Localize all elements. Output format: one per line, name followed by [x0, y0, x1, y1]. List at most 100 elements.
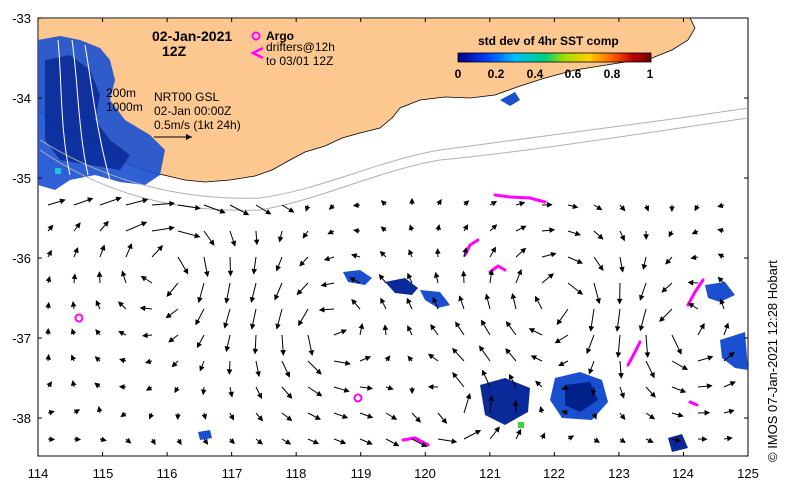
current-vector-head — [140, 275, 147, 282]
current-vector-head — [142, 197, 149, 204]
lat-tick-label: -37 — [12, 331, 31, 346]
current-vector-head — [408, 249, 414, 256]
current-vector-head — [452, 347, 458, 354]
current-vector-head — [455, 321, 461, 328]
current-vector-head — [717, 202, 724, 209]
current-vector-head — [286, 415, 293, 422]
current-vector-head — [407, 325, 413, 332]
current-vector-head — [349, 277, 356, 283]
current-vector-head — [554, 337, 561, 344]
lon-tick-label: 121 — [479, 466, 501, 481]
drifter-track — [493, 193, 547, 204]
current-vector-head — [119, 357, 126, 364]
current-vector-head — [96, 405, 103, 413]
current-vector-head — [462, 224, 469, 231]
drifter-legend-icon — [250, 46, 264, 60]
colorbar-tick: 0.2 — [488, 67, 505, 81]
current-vector-head — [141, 332, 148, 339]
current-vector-head — [462, 247, 468, 254]
current-vector-head — [380, 226, 387, 233]
current-vector-head — [257, 415, 264, 422]
current-vector-head — [699, 323, 705, 330]
drifter-legend-line1: drifters@12h — [266, 40, 335, 54]
current-vector-head — [441, 417, 448, 424]
sst-patch-b — [385, 278, 418, 295]
current-vector-head — [643, 205, 650, 212]
current-vector-head — [390, 414, 398, 420]
current-vector-head — [465, 393, 472, 400]
lon-tick-label: 122 — [543, 466, 565, 481]
current-vector-head — [701, 436, 708, 442]
current-vector-head — [265, 209, 272, 215]
current-vector-head — [45, 301, 51, 308]
current-vector-head — [452, 372, 458, 379]
sst-patch-a — [343, 270, 372, 285]
current-vector-head — [687, 279, 694, 286]
current-vector-head — [488, 269, 494, 276]
current-vector-head — [661, 286, 668, 293]
argo-float — [353, 393, 363, 403]
colorbar-tick: 0.6 — [565, 67, 582, 81]
current-vector-head — [384, 355, 391, 362]
current-vector-head — [194, 204, 201, 211]
current-vector-head — [436, 198, 442, 206]
current-vector-head — [284, 371, 291, 378]
product-time: 02-Jan 00:00Z — [154, 104, 231, 118]
current-vector-head — [327, 229, 334, 235]
current-vector-head — [95, 299, 101, 307]
colorbar-tick: 0.8 — [604, 67, 621, 81]
current-vector-head — [598, 264, 604, 272]
current-vector-head — [59, 198, 66, 205]
current-vector-head — [430, 324, 436, 331]
current-vector-head — [314, 414, 321, 420]
current-vector-head — [45, 275, 52, 283]
current-vector-head — [227, 270, 234, 277]
colorbar-tick: 1 — [647, 67, 654, 81]
current-vector-head — [638, 325, 645, 332]
current-vector-head — [75, 436, 82, 442]
current-vector-head — [382, 324, 389, 331]
current-vector-head — [435, 248, 441, 254]
current-vector-head — [197, 296, 203, 304]
current-vector-head — [352, 228, 359, 234]
current-vector-head — [140, 221, 148, 227]
colorbar-tick: 0 — [455, 67, 462, 81]
current-vector-head — [318, 306, 325, 313]
current-vector-head — [46, 249, 52, 256]
current-vector-head — [451, 438, 458, 445]
current-vector-head — [74, 222, 81, 229]
current-vector-head — [45, 353, 51, 360]
current-vector-head — [572, 203, 579, 209]
current-vector-head — [427, 353, 435, 360]
current-vector-head — [250, 323, 256, 330]
current-vector-head — [302, 232, 309, 239]
current-vector-head — [139, 305, 146, 312]
current-vector-head — [420, 441, 428, 447]
drifter-track — [488, 264, 507, 274]
current-vector-head — [649, 391, 656, 398]
current-vector-head — [340, 439, 347, 445]
current-vectors — [45, 196, 736, 447]
current-vector-head — [351, 298, 358, 306]
sst-dot-green — [518, 422, 524, 428]
current-vector-head — [87, 197, 94, 203]
isobath-200m — [39, 107, 749, 199]
isobath-contours-west — [57, 39, 111, 181]
current-vector-head — [277, 236, 284, 243]
current-vector-head — [70, 328, 77, 335]
current-vector-head — [288, 207, 295, 213]
current-vector-head — [639, 294, 645, 301]
current-vector-head — [125, 437, 132, 444]
current-vector-head — [668, 231, 674, 238]
current-vector-head — [433, 271, 440, 278]
current-vector-head — [127, 243, 133, 250]
current-vector-head — [176, 438, 182, 446]
current-vector-head — [534, 295, 541, 303]
current-vector-head — [380, 200, 387, 207]
lon-tick-label: 119 — [351, 466, 372, 481]
current-vector-head — [340, 329, 348, 335]
current-vector-head — [298, 319, 304, 327]
current-vector-head — [591, 413, 598, 420]
current-vector-head — [358, 322, 365, 330]
